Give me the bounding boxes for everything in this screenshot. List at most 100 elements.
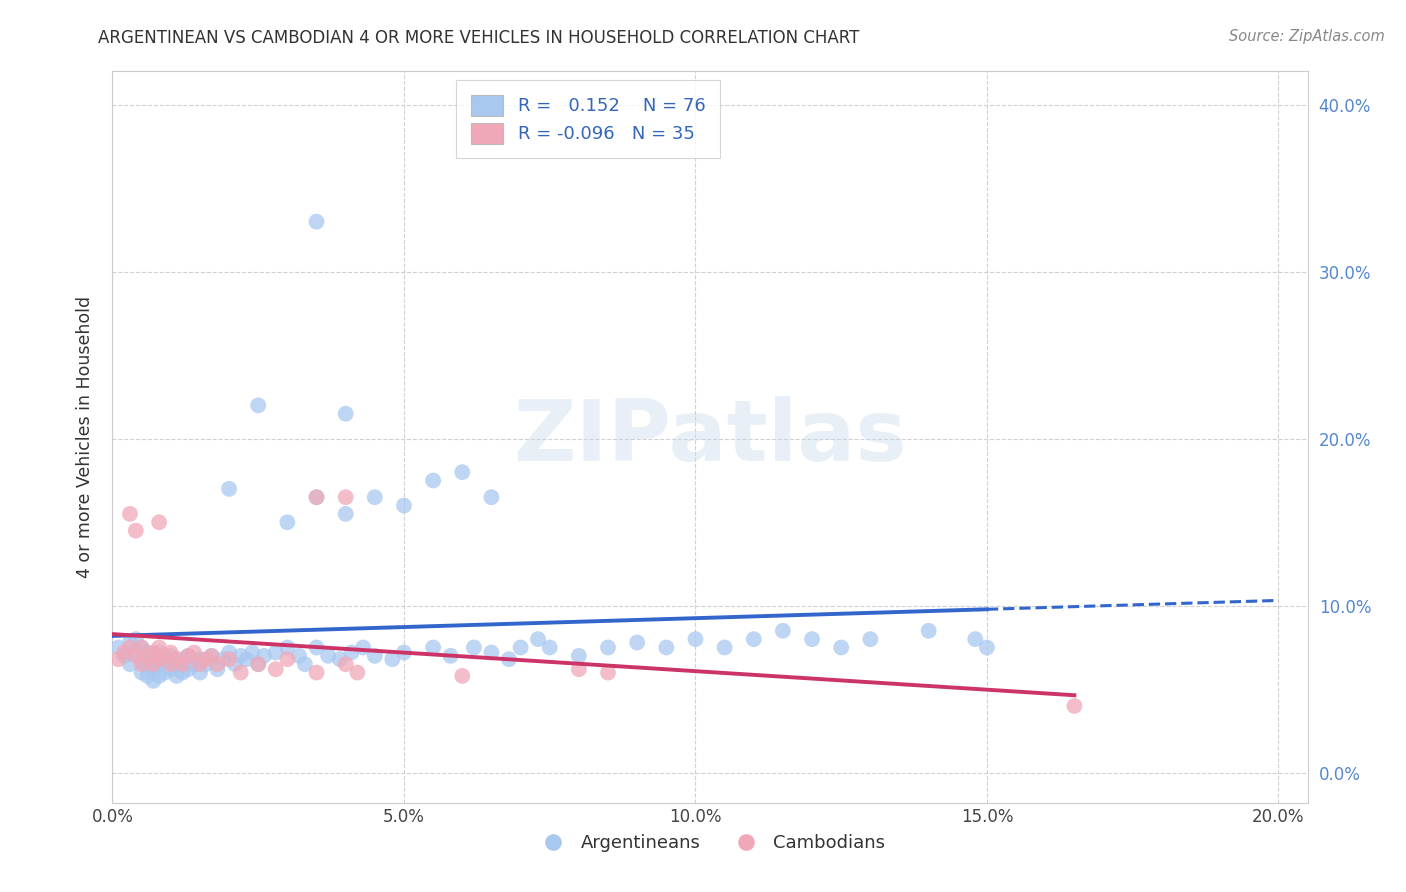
Point [439, 648, 461, 663]
Point [305, 490, 328, 504]
Point [125, 524, 148, 538]
Point [235, 652, 257, 666]
Point [200, 648, 222, 663]
Point [136, 646, 159, 660]
Point [177, 648, 200, 663]
Point [166, 657, 188, 672]
Point [276, 640, 298, 655]
Point [742, 632, 765, 647]
Point [207, 657, 229, 672]
Point [177, 662, 200, 676]
Point [159, 648, 181, 663]
Point [264, 662, 287, 676]
Point [153, 648, 176, 663]
Point [159, 662, 181, 676]
Point [596, 640, 619, 655]
Y-axis label: 4 or more Vehicles in Household: 4 or more Vehicles in Household [76, 296, 94, 578]
Point [136, 657, 159, 672]
Point [188, 665, 211, 680]
Point [463, 640, 485, 655]
Point [212, 652, 235, 666]
Point [218, 646, 240, 660]
Point [131, 657, 153, 672]
Point [125, 646, 148, 660]
Point [172, 652, 194, 666]
Point [772, 624, 794, 638]
Point [125, 632, 148, 647]
Point [247, 398, 270, 412]
Point [153, 652, 176, 666]
Point [527, 632, 550, 647]
Point [153, 665, 176, 680]
Point [316, 648, 339, 663]
Point [801, 632, 824, 647]
Point [218, 482, 240, 496]
Point [148, 657, 170, 672]
Point [131, 640, 153, 655]
Point [568, 648, 591, 663]
Legend: Argentineans, Cambodians: Argentineans, Cambodians [529, 827, 891, 860]
Point [346, 665, 368, 680]
Point [131, 640, 153, 655]
Point [364, 648, 387, 663]
Point [112, 648, 135, 663]
Point [188, 657, 211, 672]
Point [481, 646, 503, 660]
Point [335, 507, 357, 521]
Point [352, 640, 374, 655]
Point [142, 648, 165, 663]
Point [200, 648, 222, 663]
Point [381, 652, 404, 666]
Point [305, 665, 328, 680]
Point [655, 640, 678, 655]
Point [148, 640, 170, 655]
Point [335, 657, 357, 672]
Point [183, 657, 205, 672]
Point [626, 635, 648, 649]
Point [1063, 698, 1085, 713]
Point [392, 646, 415, 660]
Point [264, 646, 287, 660]
Point [305, 214, 328, 228]
Point [142, 673, 165, 688]
Point [159, 657, 181, 672]
Point [364, 490, 387, 504]
Point [247, 657, 270, 672]
Point [125, 648, 148, 663]
Point [118, 640, 141, 655]
Point [148, 515, 170, 529]
Point [183, 646, 205, 660]
Point [685, 632, 707, 647]
Point [118, 507, 141, 521]
Text: Source: ZipAtlas.com: Source: ZipAtlas.com [1229, 29, 1385, 45]
Point [276, 652, 298, 666]
Point [142, 657, 165, 672]
Point [596, 665, 619, 680]
Point [112, 646, 135, 660]
Point [118, 657, 141, 672]
Text: ZIPatlas: ZIPatlas [513, 395, 907, 479]
Point [329, 652, 352, 666]
Point [107, 652, 129, 666]
Point [131, 652, 153, 666]
Point [229, 665, 252, 680]
Point [451, 669, 474, 683]
Point [142, 662, 165, 676]
Text: ARGENTINEAN VS CAMBODIAN 4 OR MORE VEHICLES IN HOUSEHOLD CORRELATION CHART: ARGENTINEAN VS CAMBODIAN 4 OR MORE VEHIC… [98, 29, 860, 47]
Point [253, 648, 276, 663]
Point [207, 662, 229, 676]
Point [247, 657, 270, 672]
Point [976, 640, 998, 655]
Point [136, 648, 159, 663]
Point [218, 652, 240, 666]
Point [172, 665, 194, 680]
Point [481, 490, 503, 504]
Point [713, 640, 735, 655]
Point [166, 669, 188, 683]
Point [142, 646, 165, 660]
Point [859, 632, 882, 647]
Point [538, 640, 561, 655]
Point [159, 646, 181, 660]
Point [242, 646, 264, 660]
Point [422, 640, 444, 655]
